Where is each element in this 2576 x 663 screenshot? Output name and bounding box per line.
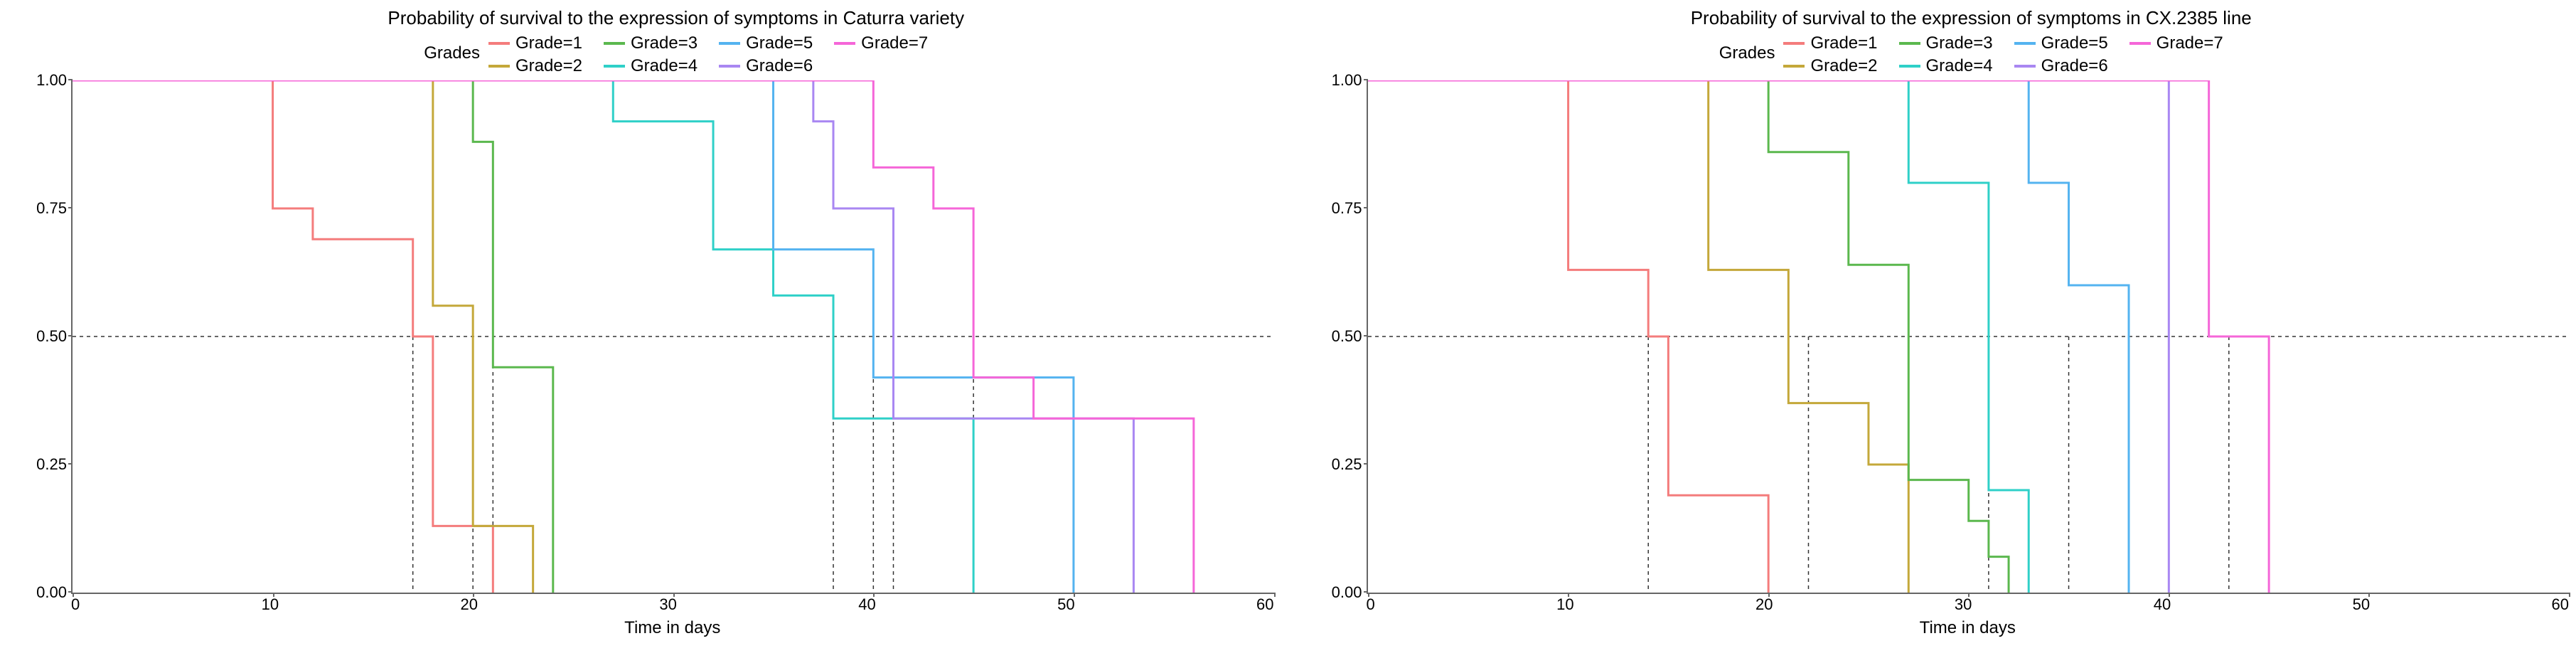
legend-swatch	[719, 65, 740, 68]
legend-swatch	[2014, 65, 2036, 68]
legend-swatch	[1899, 65, 1920, 68]
legend-swatch	[1783, 42, 1805, 45]
legend-label: Grade=6	[746, 56, 813, 76]
legend-label: Grade=1	[515, 33, 582, 53]
y-axis-ticks: 1.000.750.500.250.00	[28, 80, 71, 593]
legend-swatch	[834, 42, 855, 45]
legend-item: Grade=1	[488, 33, 582, 53]
x-axis-label: Time in days	[1367, 618, 2570, 638]
plot-area	[1367, 80, 2570, 594]
legend-label: Grade=5	[2041, 33, 2108, 53]
legend-item: Grade=3	[1899, 33, 1993, 53]
legend-item: Grade=2	[488, 56, 582, 76]
legend-swatch	[488, 65, 510, 68]
survival-chart: Probability of survival to the expressio…	[1303, 7, 2570, 638]
legend-item: Grade=1	[1783, 33, 1877, 53]
legend-label: Grade=3	[1926, 33, 1993, 53]
legend-item: Grade=5	[719, 33, 813, 53]
legend-title: Grades	[1719, 33, 1775, 63]
legend-label: Grade=3	[631, 33, 698, 53]
legend-label: Grade=2	[1810, 56, 1877, 76]
legend-label: Grade=5	[746, 33, 813, 53]
legend-item: Grade=6	[719, 56, 813, 76]
legend-item: Grade=4	[1899, 56, 1993, 76]
y-axis-ticks: 1.000.750.500.250.00	[1324, 80, 1367, 593]
legend-item: Grade=7	[834, 33, 928, 53]
legend-item: Grade=3	[604, 33, 698, 53]
legend-swatch	[2129, 42, 2151, 45]
legend-swatch	[1783, 65, 1805, 68]
legend-item: Grade=7	[2129, 33, 2223, 53]
legend-label: Grade=7	[2157, 33, 2223, 53]
plot-area	[71, 80, 1274, 594]
series-line	[73, 80, 493, 593]
legend-swatch	[719, 42, 740, 45]
legend-label: Grade=1	[1810, 33, 1877, 53]
legend-swatch	[604, 42, 625, 45]
chart-title: Probability of survival to the expressio…	[78, 7, 1274, 29]
legend-swatch	[2014, 42, 2036, 45]
legend-swatch	[488, 42, 510, 45]
legend-label: Grade=4	[1926, 56, 1993, 76]
legend-swatch	[1899, 42, 1920, 45]
legend-item: Grade=2	[1783, 56, 1877, 76]
x-axis-ticks: 0102030405060	[1367, 595, 2570, 614]
legend-label: Grade=6	[2041, 56, 2108, 76]
legend: Grades Grade=1 Grade=2 Grade=3 Grade=4 Grade=…	[1374, 33, 2570, 76]
legend-item: Grade=4	[604, 56, 698, 76]
legend-swatch	[604, 65, 625, 68]
legend-title: Grades	[424, 33, 480, 63]
legend-label: Grade=7	[861, 33, 928, 53]
legend-item: Grade=5	[2014, 33, 2108, 53]
legend-label: Grade=4	[631, 56, 698, 76]
legend-label: Grade=2	[515, 56, 582, 76]
x-axis-label: Time in days	[71, 618, 1274, 638]
survival-chart: Probability of survival to the expressio…	[7, 7, 1274, 638]
x-axis-ticks: 0102030405060	[71, 595, 1274, 614]
legend-item: Grade=6	[2014, 56, 2108, 76]
chart-title: Probability of survival to the expressio…	[1374, 7, 2570, 29]
legend: Grades Grade=1 Grade=2 Grade=3 Grade=4 Grade=…	[78, 33, 1274, 76]
